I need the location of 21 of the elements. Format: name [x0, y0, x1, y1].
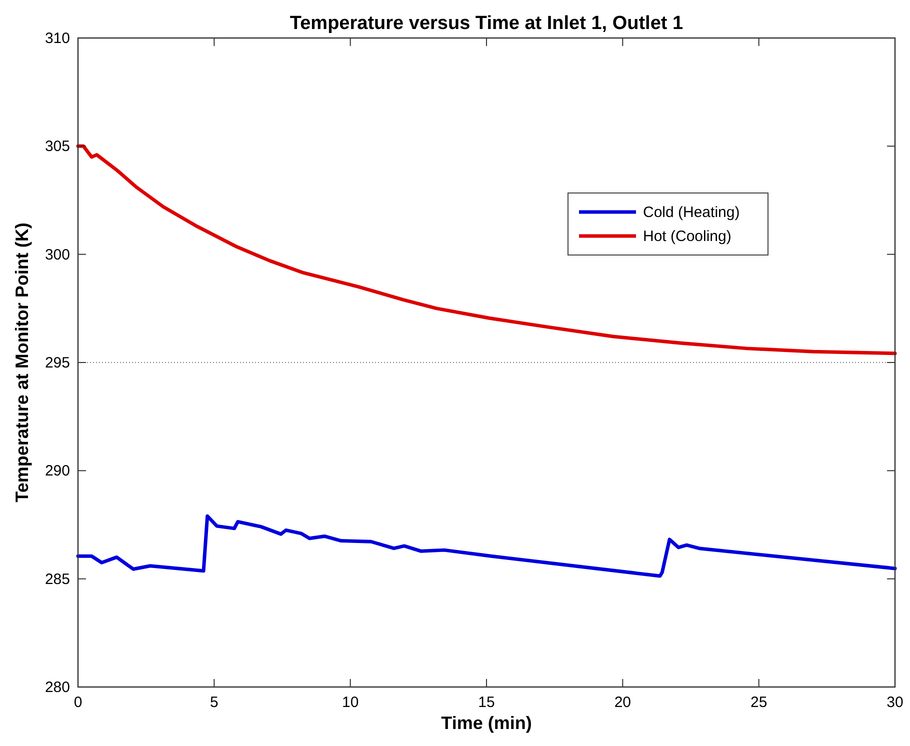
legend-label: Cold (Heating)	[643, 204, 740, 221]
x-tick-label: 10	[342, 694, 359, 711]
y-tick-label: 295	[44, 354, 70, 372]
line-series	[76, 144, 897, 356]
y-tick-label: 300	[44, 246, 70, 264]
x-tick-label: 25	[750, 694, 768, 711]
y-tick-label: 305	[44, 138, 70, 156]
x-tick-label: 15	[478, 694, 495, 711]
x-tick-label: 5	[210, 694, 218, 711]
x-axis-title: Time (min)	[441, 713, 532, 733]
legend-label: Hot (Cooling)	[643, 228, 732, 245]
y-tick-label: 290	[44, 462, 70, 480]
chart-title: Temperature versus Time at Inlet 1, Outlet 1	[290, 13, 684, 34]
y-tick-label: 310	[44, 30, 70, 47]
x-tick-label: 0	[74, 694, 82, 711]
line-series	[76, 514, 897, 578]
x-tick-label: 30	[886, 694, 904, 711]
y-tick-label: 280	[44, 679, 70, 696]
y-axis-title: Temperature at Monitor Point (K)	[12, 222, 32, 502]
x-tick-label: 20	[614, 694, 632, 711]
y-tick-label: 285	[44, 570, 70, 588]
